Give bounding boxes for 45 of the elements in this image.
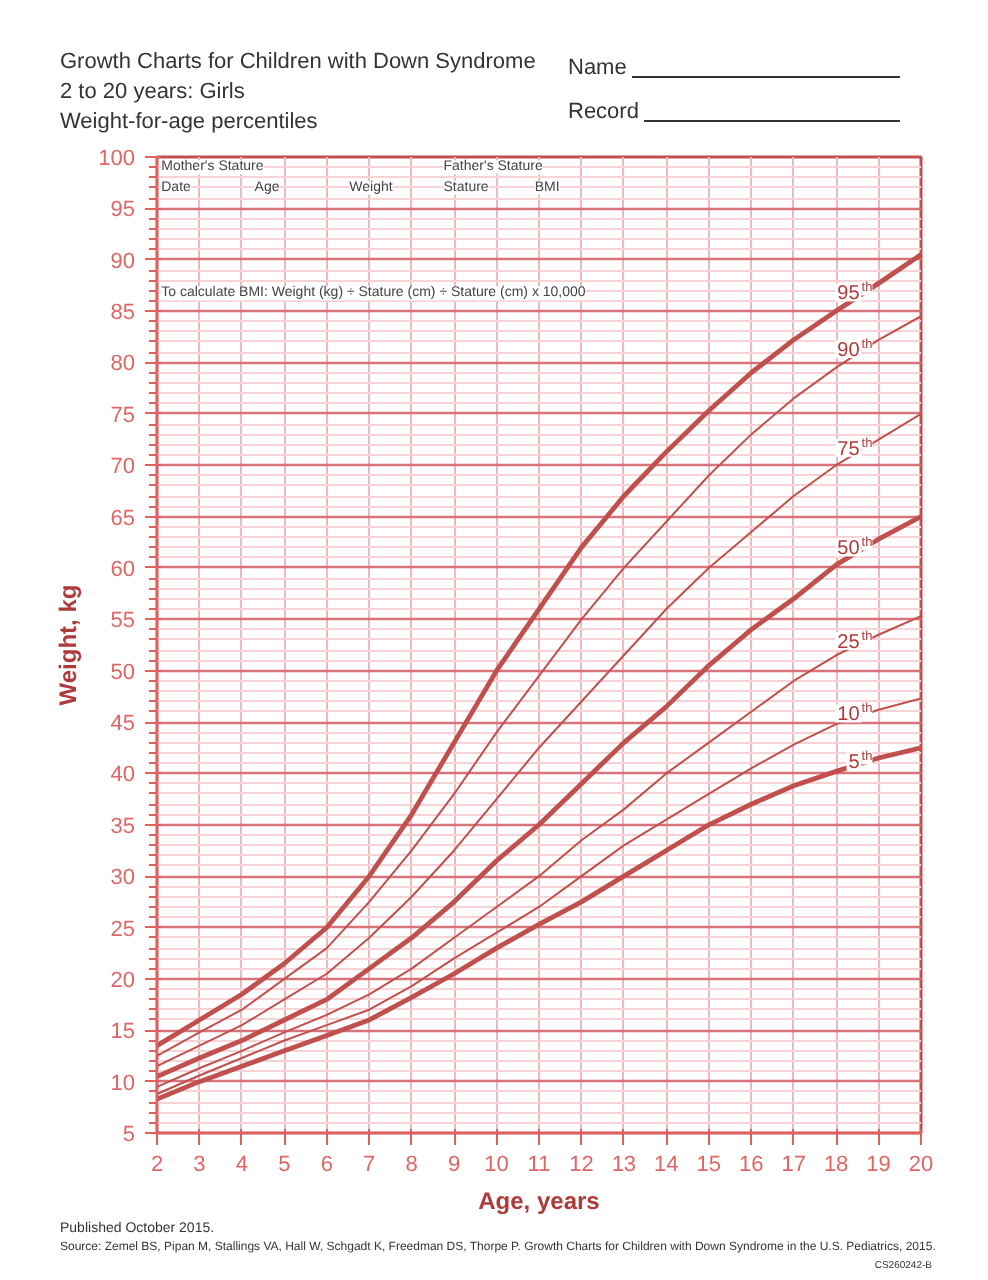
x-tick-label: 6: [320, 1153, 333, 1177]
y-tick-label: 10: [110, 1071, 136, 1096]
y-tick-label: 55: [110, 609, 136, 634]
x-tick-label: 7: [363, 1153, 376, 1177]
y-tick-label: 35: [110, 814, 136, 839]
x-tick-label: 2: [150, 1153, 164, 1177]
y-tick-label: 60: [110, 557, 136, 582]
x-tick-label: 16: [738, 1153, 764, 1177]
chart-title: Growth Charts for Children with Down Syndrome: [60, 48, 536, 78]
x-tick-label: 3: [193, 1153, 206, 1177]
x-tick-label: 18: [823, 1153, 849, 1177]
x-tick-label: 11: [527, 1153, 551, 1177]
y-tick-label: 20: [110, 968, 136, 993]
y-tick-label: 100: [98, 147, 136, 171]
y-tick-label: 45: [110, 712, 136, 737]
y-tick-label: 5: [122, 1123, 136, 1147]
y-tick-label: 40: [110, 763, 136, 788]
y-tick-label: 15: [110, 1020, 136, 1045]
y-tick-label: 70: [110, 455, 136, 480]
y-axis-title: Weight, kg: [54, 584, 83, 706]
y-tick-label: 95: [110, 198, 136, 223]
x-tick-label: 13: [611, 1153, 637, 1177]
x-tick-label: 4: [235, 1153, 249, 1177]
y-tick-label: 75: [110, 403, 136, 428]
text: Name: [568, 54, 627, 84]
y-tick-label: 90: [110, 249, 136, 274]
y-tick-label: 30: [110, 866, 136, 891]
x-tick-label: 19: [866, 1153, 891, 1177]
chart-subtitle: 2 to 20 years: Girls Weight-for-age percentiles: [60, 78, 318, 138]
x-tick-label: 15: [696, 1153, 722, 1177]
x-tick-label: 17: [781, 1153, 806, 1177]
x-tick-label: 12: [569, 1153, 594, 1177]
x-axis-title: Age, years: [478, 1187, 601, 1215]
x-tick-label: 8: [405, 1153, 418, 1177]
x-tick-label: 20: [908, 1153, 934, 1177]
y-tick-label: 65: [110, 506, 136, 531]
y-tick-label: 85: [110, 301, 136, 326]
y-tick-label: 25: [110, 917, 136, 942]
x-tick-label: 9: [447, 1153, 461, 1177]
x-tick-label: 14: [654, 1153, 679, 1177]
y-tick-label: 80: [110, 352, 136, 377]
x-tick-label: 5: [278, 1153, 291, 1177]
y-tick-label: 50: [110, 660, 136, 685]
text: Record: [568, 98, 639, 128]
x-tick-label: 10: [484, 1153, 509, 1177]
